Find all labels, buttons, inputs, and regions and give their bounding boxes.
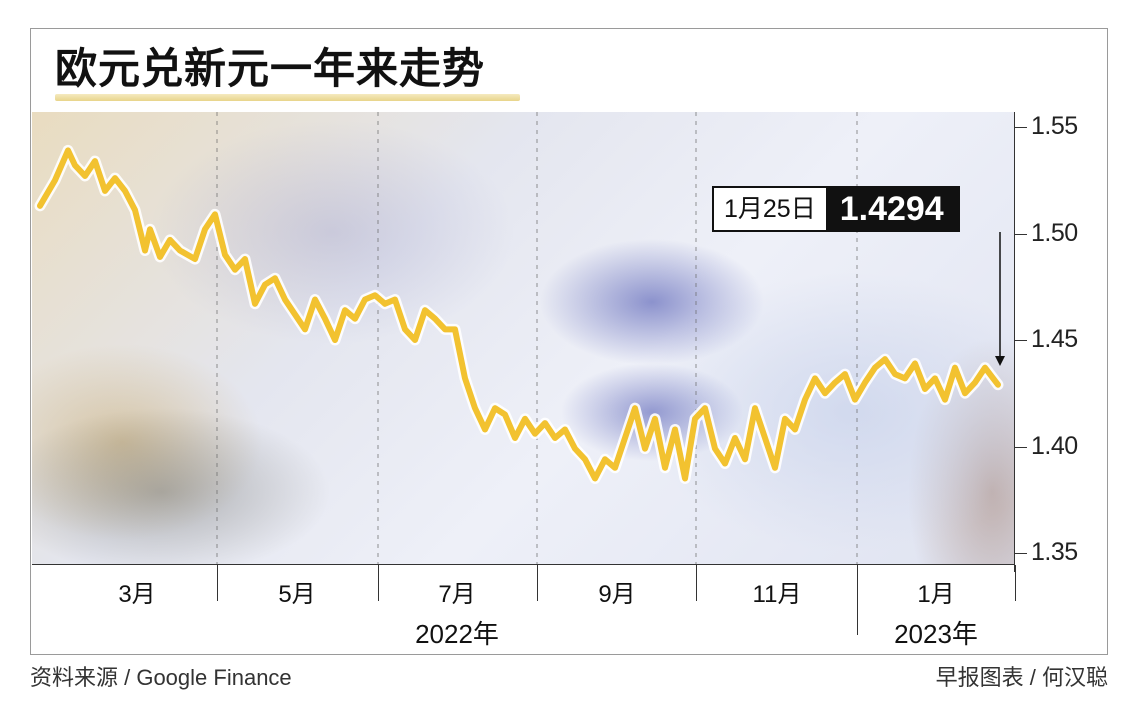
x-tick-separator (857, 565, 858, 635)
x-tick-separator (537, 565, 538, 601)
x-tick-label: 7月 (438, 581, 476, 608)
y-tick (1015, 553, 1027, 554)
x-tick-separator (217, 565, 218, 601)
title-underline (55, 94, 520, 101)
y-tick-label: 1.55 (1031, 112, 1078, 140)
x-tick-label: 9月 (598, 581, 636, 608)
chart-title: 欧元兑新元一年来走势 (55, 44, 486, 93)
x-tick-separator (696, 565, 697, 601)
y-axis (1014, 112, 1015, 572)
y-tick-label: 1.50 (1031, 218, 1078, 247)
annotation-value: 1.4294 (825, 188, 958, 230)
line-chart (34, 112, 1005, 564)
year-label: 2022年 (415, 619, 499, 649)
y-tick (1015, 233, 1027, 235)
y-tick (1015, 446, 1027, 448)
latest-value-annotation: 1月25日 1.4294 (712, 186, 960, 232)
x-tick-separator (1015, 565, 1016, 601)
y-tick-label: 1.45 (1031, 325, 1078, 353)
arrow-down-icon (995, 356, 1005, 366)
x-tick-label: 11月 (752, 581, 802, 608)
x-tick-label: 5月 (278, 581, 316, 608)
x-tick-separator (378, 565, 379, 601)
x-tick-label: 1月 (917, 581, 955, 608)
series-line-eur-sgd (37, 147, 1001, 482)
x-tick-label: 3月 (118, 581, 156, 608)
plot-area (32, 112, 1015, 565)
source-note: 资料来源 / Google Finance (30, 665, 292, 690)
year-label: 2023年 (894, 619, 978, 649)
annotation-date: 1月25日 (714, 188, 826, 230)
y-tick (1015, 127, 1027, 128)
y-tick-label: 1.40 (1031, 431, 1078, 460)
credit-note: 早报图表 / 何汉聪 (935, 665, 1108, 690)
y-tick (1015, 340, 1027, 341)
y-tick-label: 1.35 (1031, 538, 1078, 566)
